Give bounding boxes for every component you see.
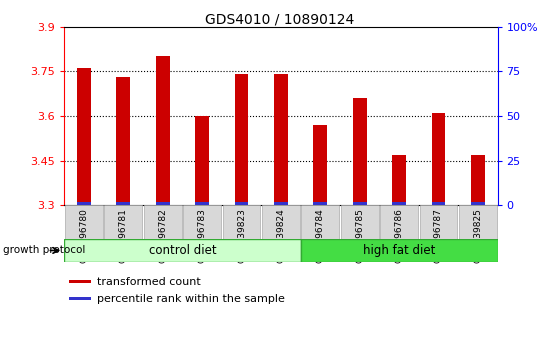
Text: GSM496780: GSM496780 xyxy=(79,208,88,263)
Text: GSM496787: GSM496787 xyxy=(434,208,443,263)
Bar xyxy=(156,56,169,205)
Bar xyxy=(69,297,91,300)
Bar xyxy=(235,202,248,205)
Bar xyxy=(432,202,446,205)
Bar xyxy=(65,205,103,239)
Bar xyxy=(314,125,327,205)
Text: GSM496786: GSM496786 xyxy=(395,208,404,263)
Bar xyxy=(116,77,130,205)
Text: GSM496783: GSM496783 xyxy=(198,208,207,263)
Bar xyxy=(262,205,300,239)
Bar xyxy=(341,205,378,239)
Bar xyxy=(235,74,248,205)
Bar xyxy=(116,202,130,205)
Bar xyxy=(392,155,406,205)
Bar xyxy=(77,68,91,205)
Bar xyxy=(105,205,142,239)
Text: GSM539823: GSM539823 xyxy=(237,208,246,263)
Text: GSM496784: GSM496784 xyxy=(316,208,325,263)
Bar xyxy=(471,202,485,205)
Text: control diet: control diet xyxy=(149,244,216,257)
Bar xyxy=(274,74,288,205)
Bar xyxy=(419,205,457,239)
Bar xyxy=(156,202,169,205)
Bar xyxy=(222,205,260,239)
Text: GSM539824: GSM539824 xyxy=(276,208,286,263)
Bar xyxy=(380,205,418,239)
Bar xyxy=(144,205,182,239)
Text: transformed count: transformed count xyxy=(97,276,201,287)
Bar xyxy=(459,205,497,239)
Text: high fat diet: high fat diet xyxy=(363,244,435,257)
Bar xyxy=(64,239,301,262)
Bar xyxy=(77,202,91,205)
Text: GSM496781: GSM496781 xyxy=(119,208,128,263)
Bar xyxy=(195,202,209,205)
Bar xyxy=(301,239,498,262)
Text: GDS4010 / 10890124: GDS4010 / 10890124 xyxy=(205,12,354,27)
Text: GSM539825: GSM539825 xyxy=(473,208,482,263)
Text: GSM496785: GSM496785 xyxy=(355,208,364,263)
Bar xyxy=(274,202,288,205)
Bar xyxy=(353,202,367,205)
Bar xyxy=(183,205,221,239)
Bar xyxy=(314,202,327,205)
Bar xyxy=(69,280,91,283)
Bar xyxy=(471,155,485,205)
Bar xyxy=(353,98,367,205)
Text: growth protocol: growth protocol xyxy=(3,245,85,256)
Bar xyxy=(195,116,209,205)
Bar xyxy=(301,205,339,239)
Bar xyxy=(392,202,406,205)
Bar xyxy=(432,113,446,205)
Text: percentile rank within the sample: percentile rank within the sample xyxy=(97,293,285,304)
Text: GSM496782: GSM496782 xyxy=(158,208,167,263)
